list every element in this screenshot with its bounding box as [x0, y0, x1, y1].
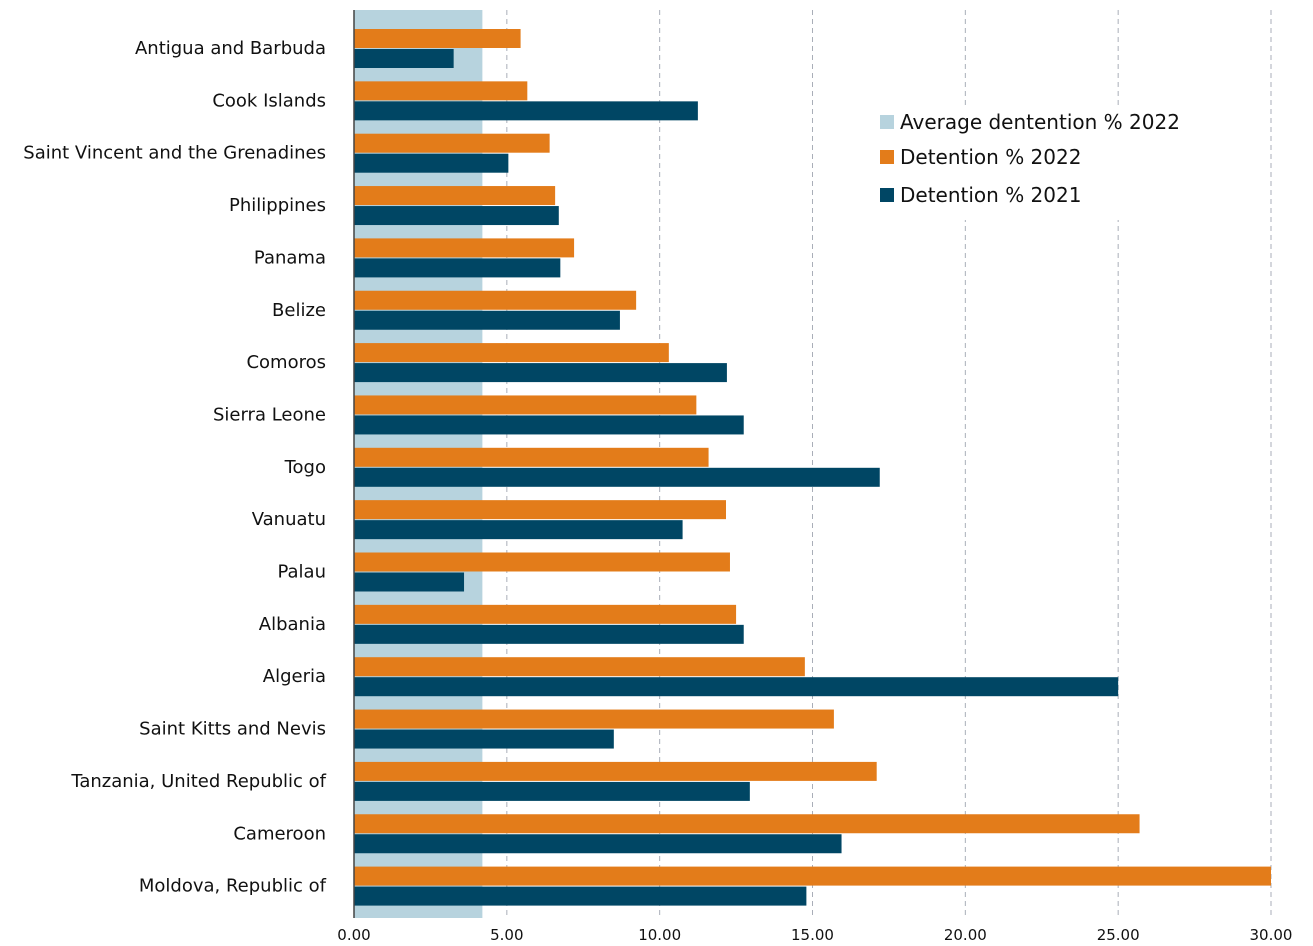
- category-label-panama: Panama: [254, 247, 326, 268]
- x-tick-5-00: 5.00: [490, 926, 523, 944]
- bar-detention-2021-panama: [354, 258, 561, 278]
- legend-swatch-detention-2022: [880, 150, 894, 164]
- bar-detention-2021-belize: [354, 310, 620, 330]
- bar-detention-2021-vanuatu: [354, 520, 683, 540]
- x-tick-20-00: 20.00: [944, 926, 987, 944]
- bar-detention-2022-tanzania-united-republic-of: [354, 761, 877, 781]
- x-tick-15-00: 15.00: [791, 926, 834, 944]
- category-label-albania: Albania: [259, 614, 326, 635]
- bar-detention-2021-antigua-and-barbuda: [354, 49, 454, 68]
- legend-label-detention-2021: Detention % 2021: [900, 183, 1081, 207]
- legend-label-detention-2022: Detention % 2022: [900, 145, 1081, 169]
- x-tick-labels: 0.00 5.00 10.00 15.00 20.00 25.00 30.00: [337, 926, 1292, 944]
- category-label-belize: Belize: [272, 300, 326, 321]
- category-label-comoros: Comoros: [246, 352, 326, 373]
- bar-detention-2021-albania: [354, 624, 744, 644]
- bar-detention-2022-comoros: [354, 343, 669, 363]
- category-label-saint-kitts-and-nevis: Saint Kitts and Nevis: [139, 719, 326, 740]
- bar-detention-2022-togo: [354, 447, 709, 467]
- legend-swatch-average: [880, 115, 894, 129]
- legend-item-detention-2021: Detention % 2021: [880, 183, 1081, 207]
- bar-detention-2021-cook-islands: [354, 101, 698, 121]
- bar-detention-2022-philippines: [354, 186, 556, 206]
- bar-detention-2021-algeria: [354, 677, 1119, 697]
- bar-detention-2021-cameroon: [354, 834, 842, 854]
- legend-background: [868, 105, 1193, 220]
- category-label-antigua-and-barbuda: Antigua and Barbuda: [135, 38, 326, 59]
- category-label-cook-islands: Cook Islands: [212, 90, 326, 111]
- bar-detention-2022-belize: [354, 290, 637, 310]
- bar-detention-2021-sierra-leone: [354, 415, 744, 435]
- bars: [354, 29, 1271, 906]
- bar-detention-2022-moldova-republic-of: [354, 866, 1271, 886]
- bar-detention-2022-sierra-leone: [354, 395, 697, 415]
- category-label-togo: Togo: [284, 457, 326, 478]
- bar-detention-2022-vanuatu: [354, 500, 726, 520]
- category-labels: Antigua and Barbuda Cook Islands Saint Vin…: [23, 38, 326, 897]
- category-label-saint-vincent-and-the-grenadines: Saint Vincent and the Grenadines: [23, 143, 326, 164]
- bar-detention-2021-saint-kitts-and-nevis: [354, 729, 614, 749]
- legend-label-average: Average dentention % 2022: [900, 110, 1180, 134]
- category-label-cameroon: Cameroon: [233, 823, 326, 844]
- legend-item-detention-2022: Detention % 2022: [880, 145, 1081, 169]
- bar-detention-2022-cook-islands: [354, 81, 528, 101]
- bar-detention-2021-saint-vincent-and-the-grenadines: [354, 153, 509, 173]
- x-tick-25-00: 25.00: [1097, 926, 1140, 944]
- x-tick-30-00: 30.00: [1250, 926, 1293, 944]
- legend-swatch-detention-2021: [880, 188, 894, 202]
- category-label-moldova-republic-of: Moldova, Republic of: [139, 876, 327, 897]
- legend-item-average: Average dentention % 2022: [880, 110, 1180, 134]
- bar-detention-2022-saint-kitts-and-nevis: [354, 709, 834, 729]
- category-label-tanzania-united-republic-of: Tanzania, United Republic of: [70, 771, 326, 792]
- bar-detention-2021-tanzania-united-republic-of: [354, 781, 750, 801]
- bar-detention-2022-palau: [354, 552, 730, 572]
- category-label-algeria: Algeria: [263, 666, 326, 687]
- bar-detention-2022-algeria: [354, 657, 805, 677]
- bar-detention-2021-moldova-republic-of: [354, 886, 807, 906]
- bar-detention-2021-philippines: [354, 206, 559, 226]
- category-label-sierra-leone: Sierra Leone: [213, 404, 326, 425]
- category-label-philippines: Philippines: [229, 195, 326, 216]
- legend: Average dentention % 2022 Detention % 20…: [868, 105, 1193, 220]
- x-tick-10-00: 10.00: [638, 926, 681, 944]
- bar-detention-2022-albania: [354, 604, 737, 624]
- bar-detention-2021-comoros: [354, 363, 727, 383]
- category-label-vanuatu: Vanuatu: [252, 509, 326, 530]
- category-label-palau: Palau: [277, 562, 326, 583]
- bar-detention-2022-antigua-and-barbuda: [354, 29, 521, 48]
- bar-detention-2022-cameroon: [354, 814, 1140, 834]
- bar-detention-2022-panama: [354, 238, 575, 258]
- bar-detention-2021-togo: [354, 467, 880, 487]
- x-tick-0-00: 0.00: [337, 926, 370, 944]
- bar-detention-2022-saint-vincent-and-the-grenadines: [354, 133, 550, 153]
- bar-detention-2021-palau: [354, 572, 465, 592]
